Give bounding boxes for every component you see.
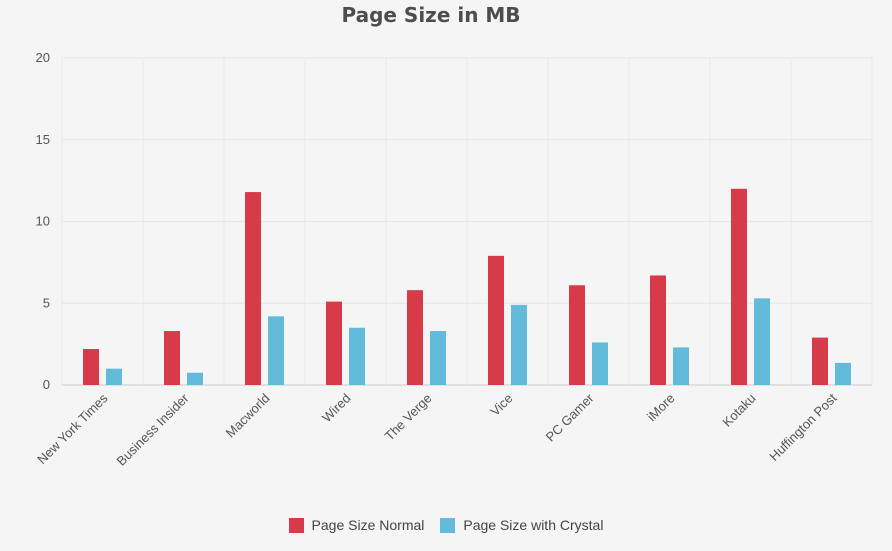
bar-crystal[interactable] (673, 347, 689, 385)
legend-swatch-normal (288, 517, 304, 533)
x-tick-label: Macworld (223, 391, 273, 441)
y-tick-label: 5 (43, 295, 50, 310)
legend: Page Size Normal Page Size with Crystal (0, 517, 892, 533)
x-tick-label: Huffington Post (766, 390, 840, 464)
x-tick-label: Wired (319, 391, 354, 426)
bar-crystal[interactable] (349, 327, 365, 385)
bar-crystal[interactable] (430, 331, 446, 385)
y-tick-label: 0 (43, 377, 50, 392)
y-tick-label: 15 (36, 132, 50, 147)
bar-normal[interactable] (83, 349, 99, 385)
bar-normal[interactable] (488, 255, 504, 385)
chart-title: Page Size in MB (341, 3, 521, 27)
bar-normal[interactable] (812, 337, 828, 385)
bar-normal[interactable] (731, 188, 747, 385)
x-tick-label: Business Insider (114, 390, 193, 469)
bar-crystal[interactable] (187, 372, 203, 385)
bar-normal[interactable] (164, 331, 180, 385)
bar-crystal[interactable] (106, 368, 122, 385)
bar-normal[interactable] (650, 275, 666, 385)
bar-normal[interactable] (326, 301, 342, 385)
bar-crystal[interactable] (754, 298, 770, 385)
legend-label-crystal: Page Size with Crystal (463, 517, 604, 533)
x-tick-label: iMore (644, 391, 678, 425)
legend-swatch-crystal (440, 517, 456, 533)
x-tick-label: Kotaku (719, 391, 758, 430)
bar-crystal[interactable] (511, 304, 527, 385)
x-tick-label: PC Gamer (543, 390, 597, 444)
bar-chart: 0 5 10 15 20 New York Times Business Insider Ma… (34, 50, 873, 469)
x-tick-label: Vice (487, 391, 515, 419)
legend-label-normal: Page Size Normal (311, 517, 425, 533)
bar-normal[interactable] (245, 192, 261, 385)
y-tick-label: 20 (36, 50, 50, 65)
x-tick-label: New York Times (34, 390, 111, 467)
x-tick-label: The Verge (382, 391, 435, 444)
bar-crystal[interactable] (835, 362, 851, 385)
legend-item-normal[interactable]: Page Size Normal (288, 517, 425, 533)
y-tick-label: 10 (36, 214, 50, 229)
bar-normal[interactable] (407, 290, 423, 385)
bar-normal[interactable] (569, 285, 585, 385)
bar-crystal[interactable] (592, 342, 608, 385)
bar-crystal[interactable] (268, 316, 284, 385)
legend-item-crystal[interactable]: Page Size with Crystal (440, 517, 603, 533)
